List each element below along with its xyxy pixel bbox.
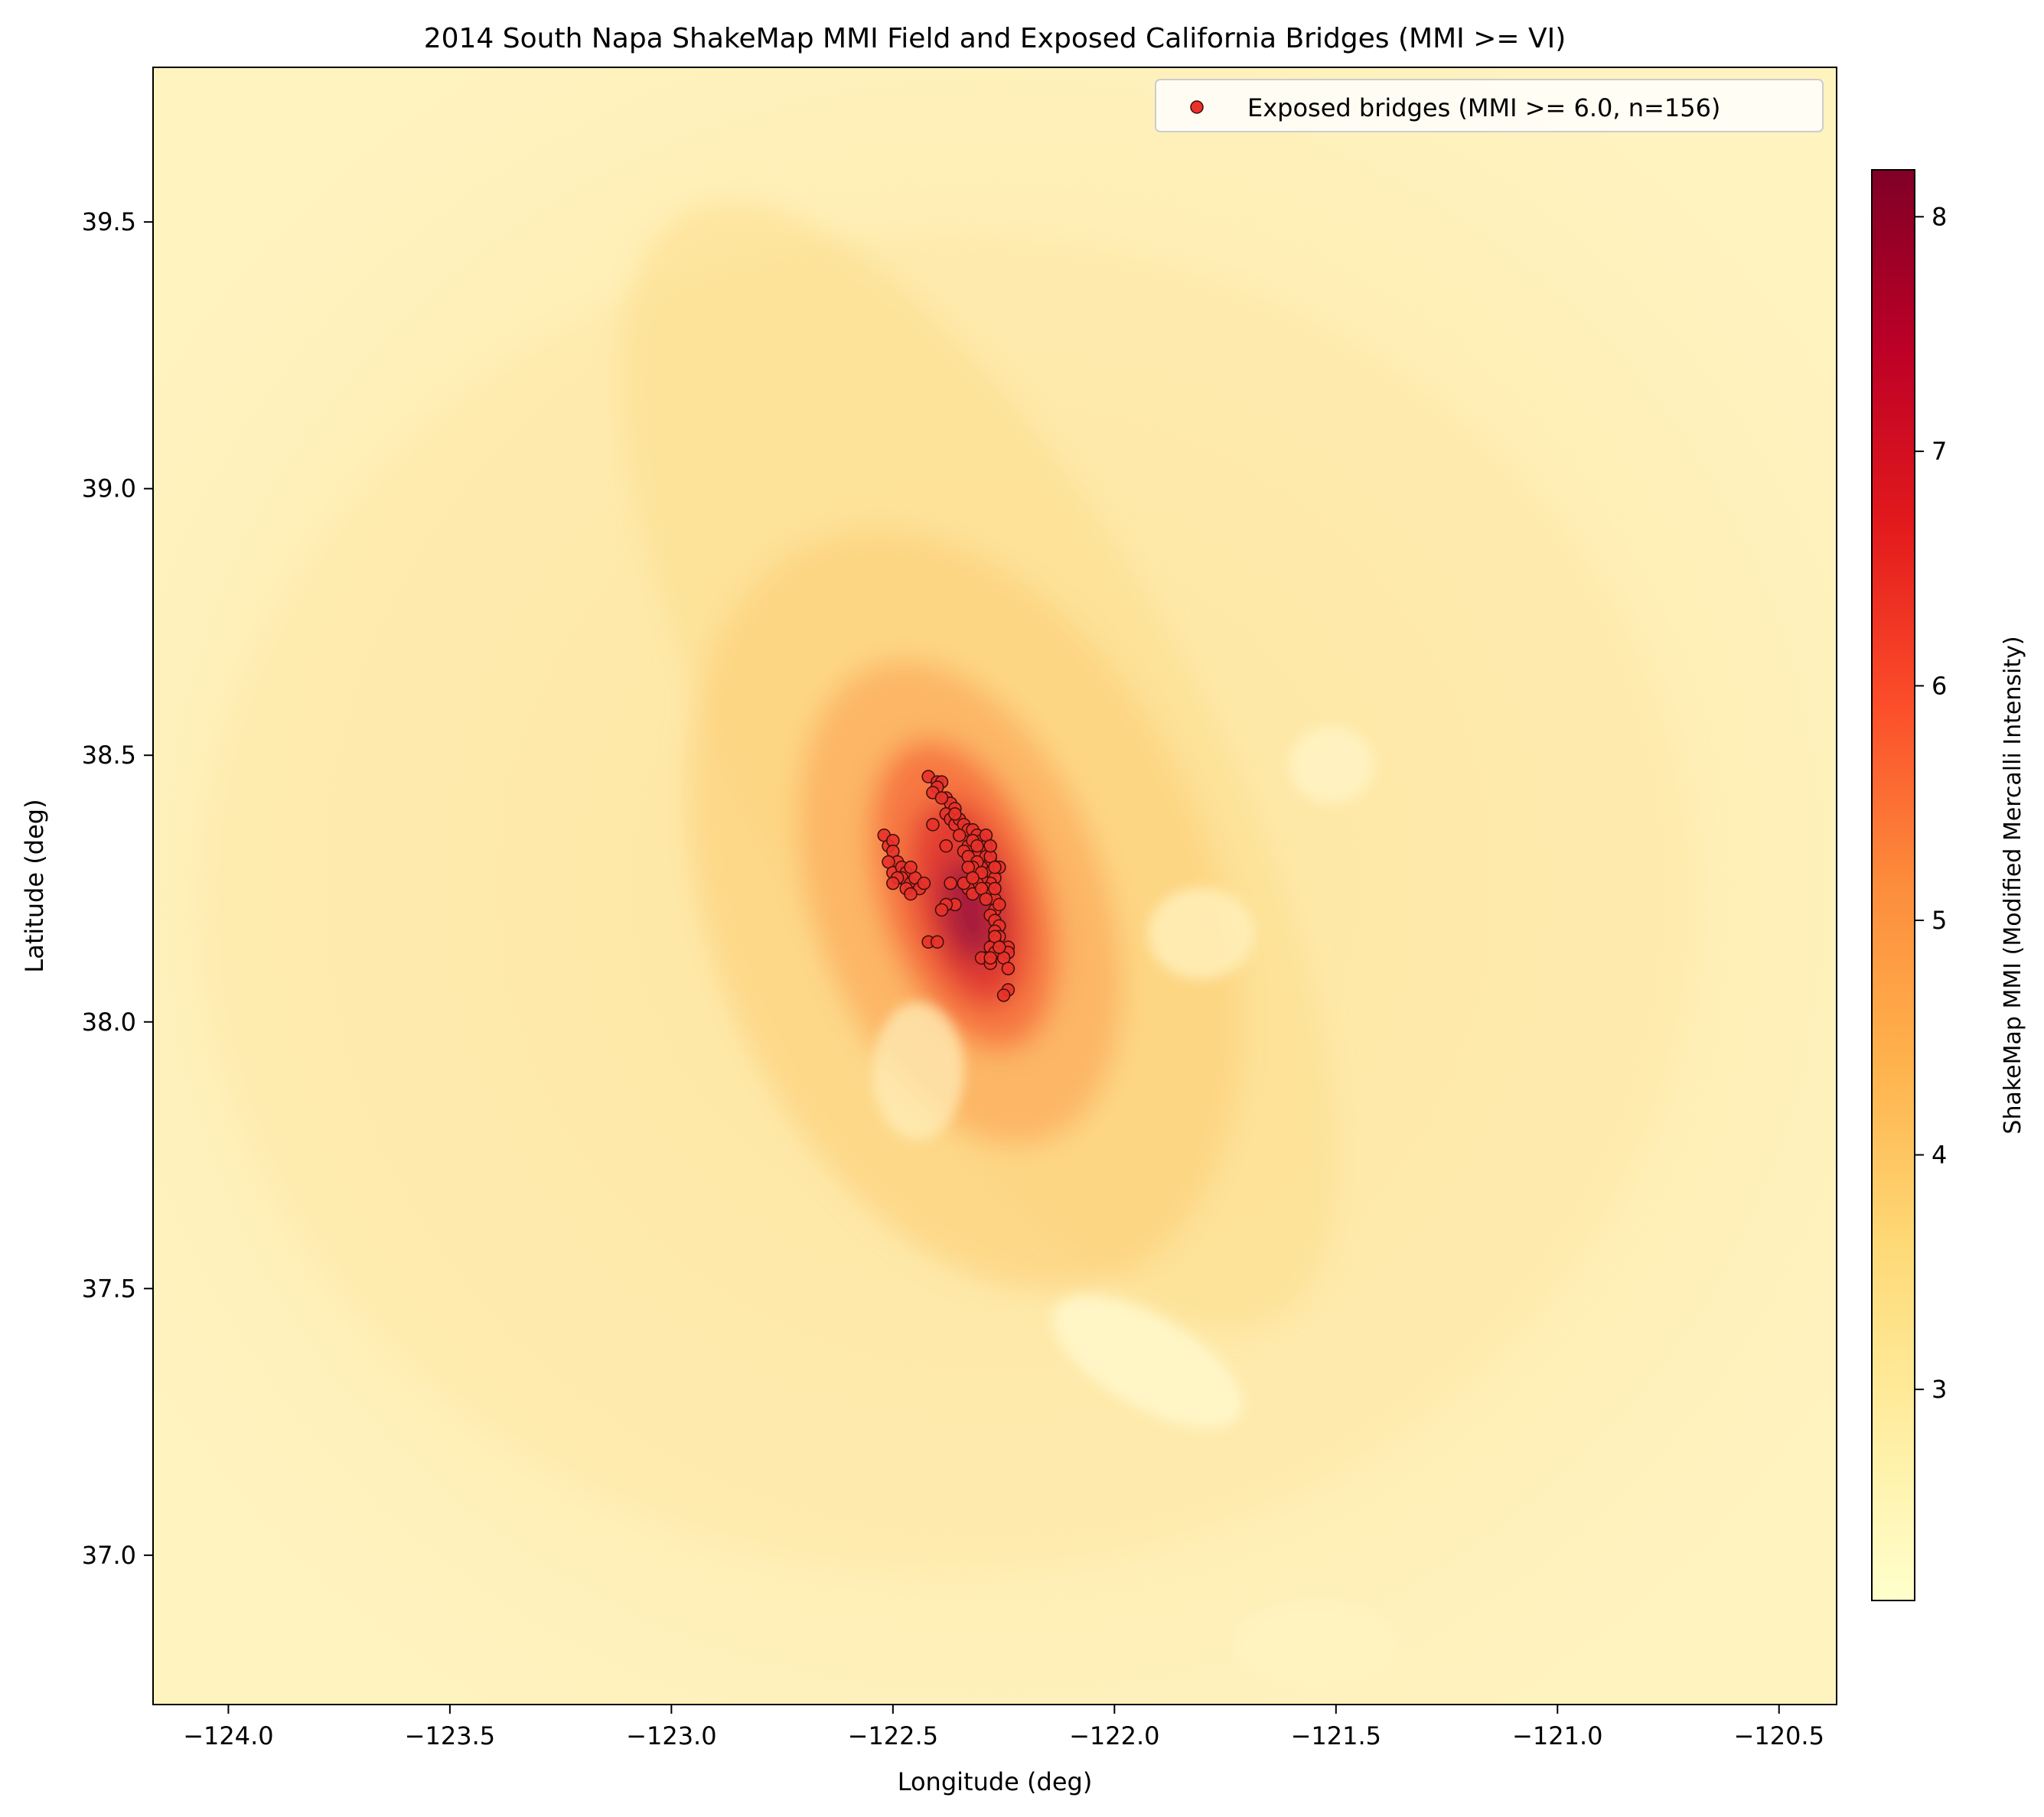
bridge-point — [1001, 962, 1015, 975]
bridge-point — [979, 892, 993, 907]
x-tick-label: −121.5 — [1291, 1721, 1381, 1750]
colorbar-ticks: 3 4 5 6 7 8 — [1915, 202, 1947, 1404]
bridge-point — [996, 988, 1011, 1002]
bridge-point — [934, 791, 949, 805]
bridge-point — [988, 860, 1002, 874]
legend: Exposed bridges (MMI >= 6.0, n=156) — [1155, 79, 1824, 132]
bridge-point — [904, 860, 918, 874]
bridge-point — [952, 829, 967, 842]
y-tick-label: 38.0 — [82, 1008, 136, 1037]
colorbar-label: ShakeMap MMI (Modified Mercalli Intensit… — [2000, 636, 2026, 1134]
y-tick-label: 37.0 — [82, 1541, 136, 1570]
bridge-point — [930, 935, 944, 949]
bridge-point — [966, 871, 980, 885]
plot-frame — [152, 67, 1837, 1705]
colorbar-tick-label: 5 — [1932, 906, 1947, 935]
y-tick-label: 39.5 — [82, 207, 136, 236]
colorbar-tick-label: 4 — [1932, 1141, 1947, 1170]
x-tick-label: −120.5 — [1734, 1721, 1824, 1750]
y-tick-label: 38.5 — [82, 741, 136, 770]
colorbar-frame — [1871, 169, 1915, 1601]
bridge-point — [934, 903, 949, 917]
bridge-point — [983, 951, 997, 965]
bridge-point — [993, 897, 1006, 912]
low-mmi-patches — [872, 727, 1400, 1691]
colorbar-tick-label: 3 — [1932, 1375, 1947, 1404]
x-tick-label: −122.0 — [1069, 1721, 1159, 1750]
bridge-point — [904, 887, 918, 901]
bridge-point — [926, 818, 940, 832]
bridge-point — [988, 881, 1002, 896]
chart-title: 2014 South Napa ShakeMap MMI Field and E… — [424, 23, 1566, 54]
bridge-point — [983, 838, 997, 853]
x-axis: −124.0 −123.5 −123.0 −122.5 −122.0 −121.5 −121… — [183, 1705, 1824, 1750]
colorbar-tick-label: 7 — [1932, 437, 1947, 466]
legend-marker — [1190, 100, 1204, 114]
x-tick-label: −121.0 — [1512, 1721, 1602, 1750]
y-tick-label: 37.5 — [82, 1274, 136, 1303]
x-axis-label: Longitude (deg) — [898, 1767, 1093, 1796]
bridge-points — [877, 770, 1015, 1002]
colorbar: 3 4 5 6 7 8 ShakeMap MMI (Modified Mercalli I… — [1871, 169, 2026, 1601]
bridge-point — [948, 807, 962, 821]
y-axis-label: Latitude (deg) — [20, 799, 49, 972]
bridge-point — [993, 940, 1006, 954]
colorbar-gradient — [1872, 170, 1915, 1600]
bridge-point — [970, 838, 984, 853]
legend-label: Exposed bridges (MMI >= 6.0, n=156) — [1247, 93, 1720, 122]
plot-area — [153, 67, 1837, 1705]
colorbar-tick-label: 6 — [1932, 671, 1947, 700]
bridge-point — [917, 876, 931, 891]
x-tick-label: −123.0 — [626, 1721, 716, 1750]
y-axis: 37.0 37.5 38.0 38.5 39.0 39.5 — [82, 207, 153, 1570]
bridge-point — [944, 876, 957, 891]
bridge-point — [886, 876, 900, 891]
colorbar-tick-label: 8 — [1932, 202, 1947, 231]
legend-box — [1155, 79, 1824, 132]
x-tick-label: −124.0 — [183, 1721, 273, 1750]
bridge-point — [939, 838, 954, 853]
x-tick-label: −122.5 — [848, 1721, 938, 1750]
x-tick-label: −123.5 — [405, 1721, 495, 1750]
y-tick-label: 39.0 — [82, 474, 136, 503]
